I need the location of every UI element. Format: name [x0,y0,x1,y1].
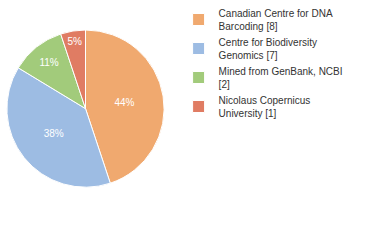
svg-text:Canadian Centre for DNABarcodi: Canadian Centre for DNABarcoding [8] [219,8,333,32]
svg-text:11%: 11% [39,57,58,68]
svg-text:44%: 44% [114,97,134,108]
svg-text:Centre for BiodiversityGenomic: Centre for BiodiversityGenomics [7] [219,37,317,61]
svg-text:38%: 38% [44,128,64,139]
svg-text:Mined from GenBank, NCBI[2]: Mined from GenBank, NCBI[2] [219,66,343,90]
svg-text:5%: 5% [67,36,82,47]
svg-text:Nicolaus CopernicusUniversity: Nicolaus CopernicusUniversity [1] [219,95,311,119]
